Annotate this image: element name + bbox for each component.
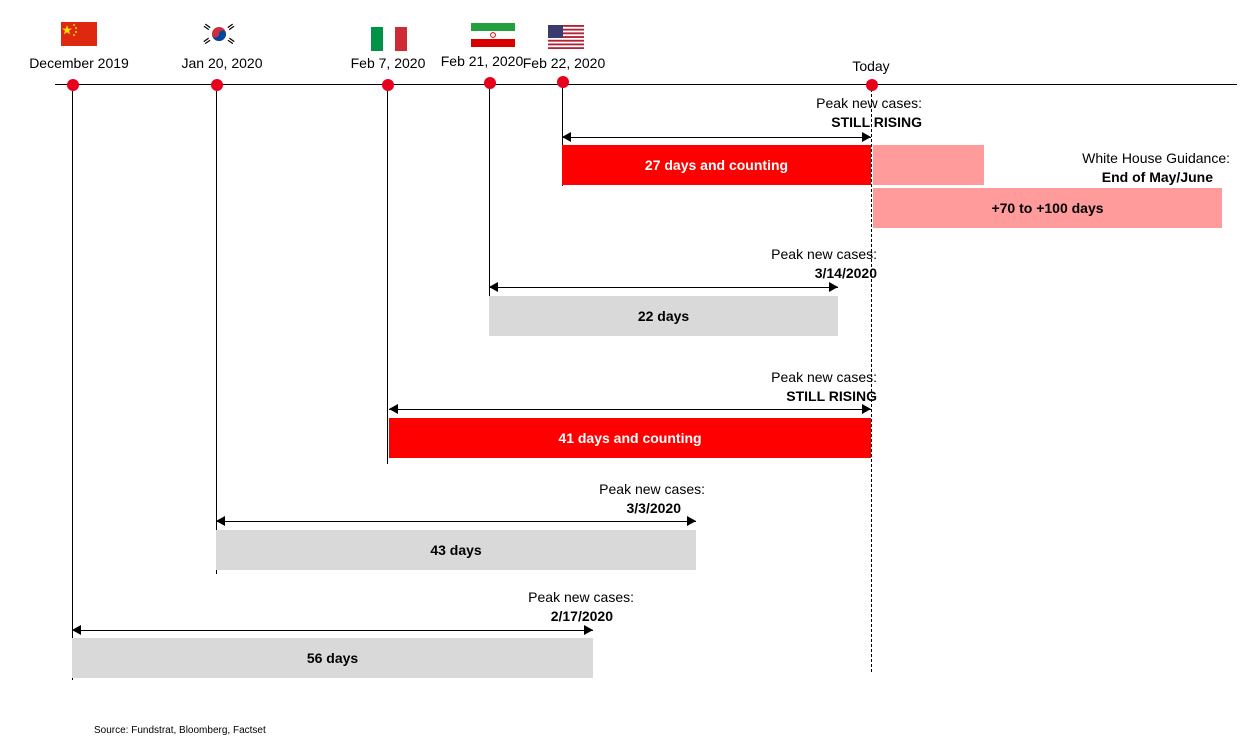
date-label-korea: Jan 20, 2020 [181, 55, 263, 71]
china-flag-icon [61, 22, 97, 46]
china-duration-arrow [72, 625, 593, 635]
italy-duration-arrow [389, 404, 871, 414]
italy-peak-title: Peak new cases: [771, 369, 877, 385]
usa-peak-title: Peak new cases: [816, 95, 922, 111]
china-peak-value: 2/17/2020 [550, 608, 613, 624]
usa-flag-icon [548, 25, 584, 49]
usa-projection-bar-short [873, 145, 984, 185]
usa-peak-value: STILL RISING [831, 114, 922, 130]
date-label-today: Today [852, 58, 890, 74]
iran-peak-note: Peak new cases: 3/14/2020 [771, 245, 877, 283]
china-vertical-line [72, 84, 73, 680]
iran-vertical-line [489, 84, 490, 336]
italy-peak-value: STILL RISING [786, 388, 877, 404]
today-date-marker [866, 79, 878, 91]
date-label-italy: Feb 7, 2020 [350, 55, 426, 71]
korea-duration-bar: 43 days [216, 530, 696, 570]
date-label-iran: Feb 21, 2020 [440, 53, 524, 69]
guidance-value: End of May/June [1101, 169, 1213, 185]
korea-peak-note: Peak new cases: 3/3/2020 [599, 480, 705, 518]
guidance-title: White House Guidance: [1082, 150, 1230, 166]
china-peak-title: Peak new cases: [528, 589, 634, 605]
south-korea-flag-icon [201, 22, 237, 46]
iran-date-marker [484, 77, 496, 89]
italy-date-marker [382, 79, 394, 91]
timeline-axis [55, 84, 1237, 85]
date-label-usa: Feb 22, 2020 [522, 55, 606, 71]
korea-vertical-line [216, 84, 217, 574]
usa-duration-arrow [562, 132, 871, 142]
china-date-marker [67, 79, 79, 91]
italy-duration-bar: 41 days and counting [389, 418, 871, 458]
iran-peak-value: 3/14/2020 [814, 265, 877, 281]
usa-date-marker [557, 76, 569, 88]
korea-duration-arrow [216, 516, 696, 526]
iran-duration-arrow [489, 282, 838, 292]
today-dashed-line [871, 84, 872, 672]
date-label-china: December 2019 [29, 55, 129, 71]
china-peak-note: Peak new cases: 2/17/2020 [528, 588, 634, 626]
italy-vertical-line [387, 84, 388, 464]
guidance-projection-bar: +70 to +100 days [873, 188, 1222, 228]
korea-peak-title: Peak new cases: [599, 481, 705, 497]
italy-flag-icon [371, 27, 407, 51]
source-note: Source: Fundstrat, Bloomberg, Factset [94, 725, 266, 736]
china-duration-bar: 56 days [72, 638, 593, 678]
korea-peak-value: 3/3/2020 [626, 500, 682, 516]
iran-peak-title: Peak new cases: [771, 246, 877, 262]
guidance-note: White House Guidance: End of May/June [1082, 149, 1230, 187]
italy-peak-note: Peak new cases: STILL RISING [771, 368, 877, 406]
korea-date-marker [211, 79, 223, 91]
usa-duration-bar: 27 days and counting [562, 145, 871, 185]
iran-duration-bar: 22 days [489, 296, 838, 336]
iran-flag-icon [471, 23, 515, 47]
usa-peak-note: Peak new cases: STILL RISING [816, 94, 922, 132]
